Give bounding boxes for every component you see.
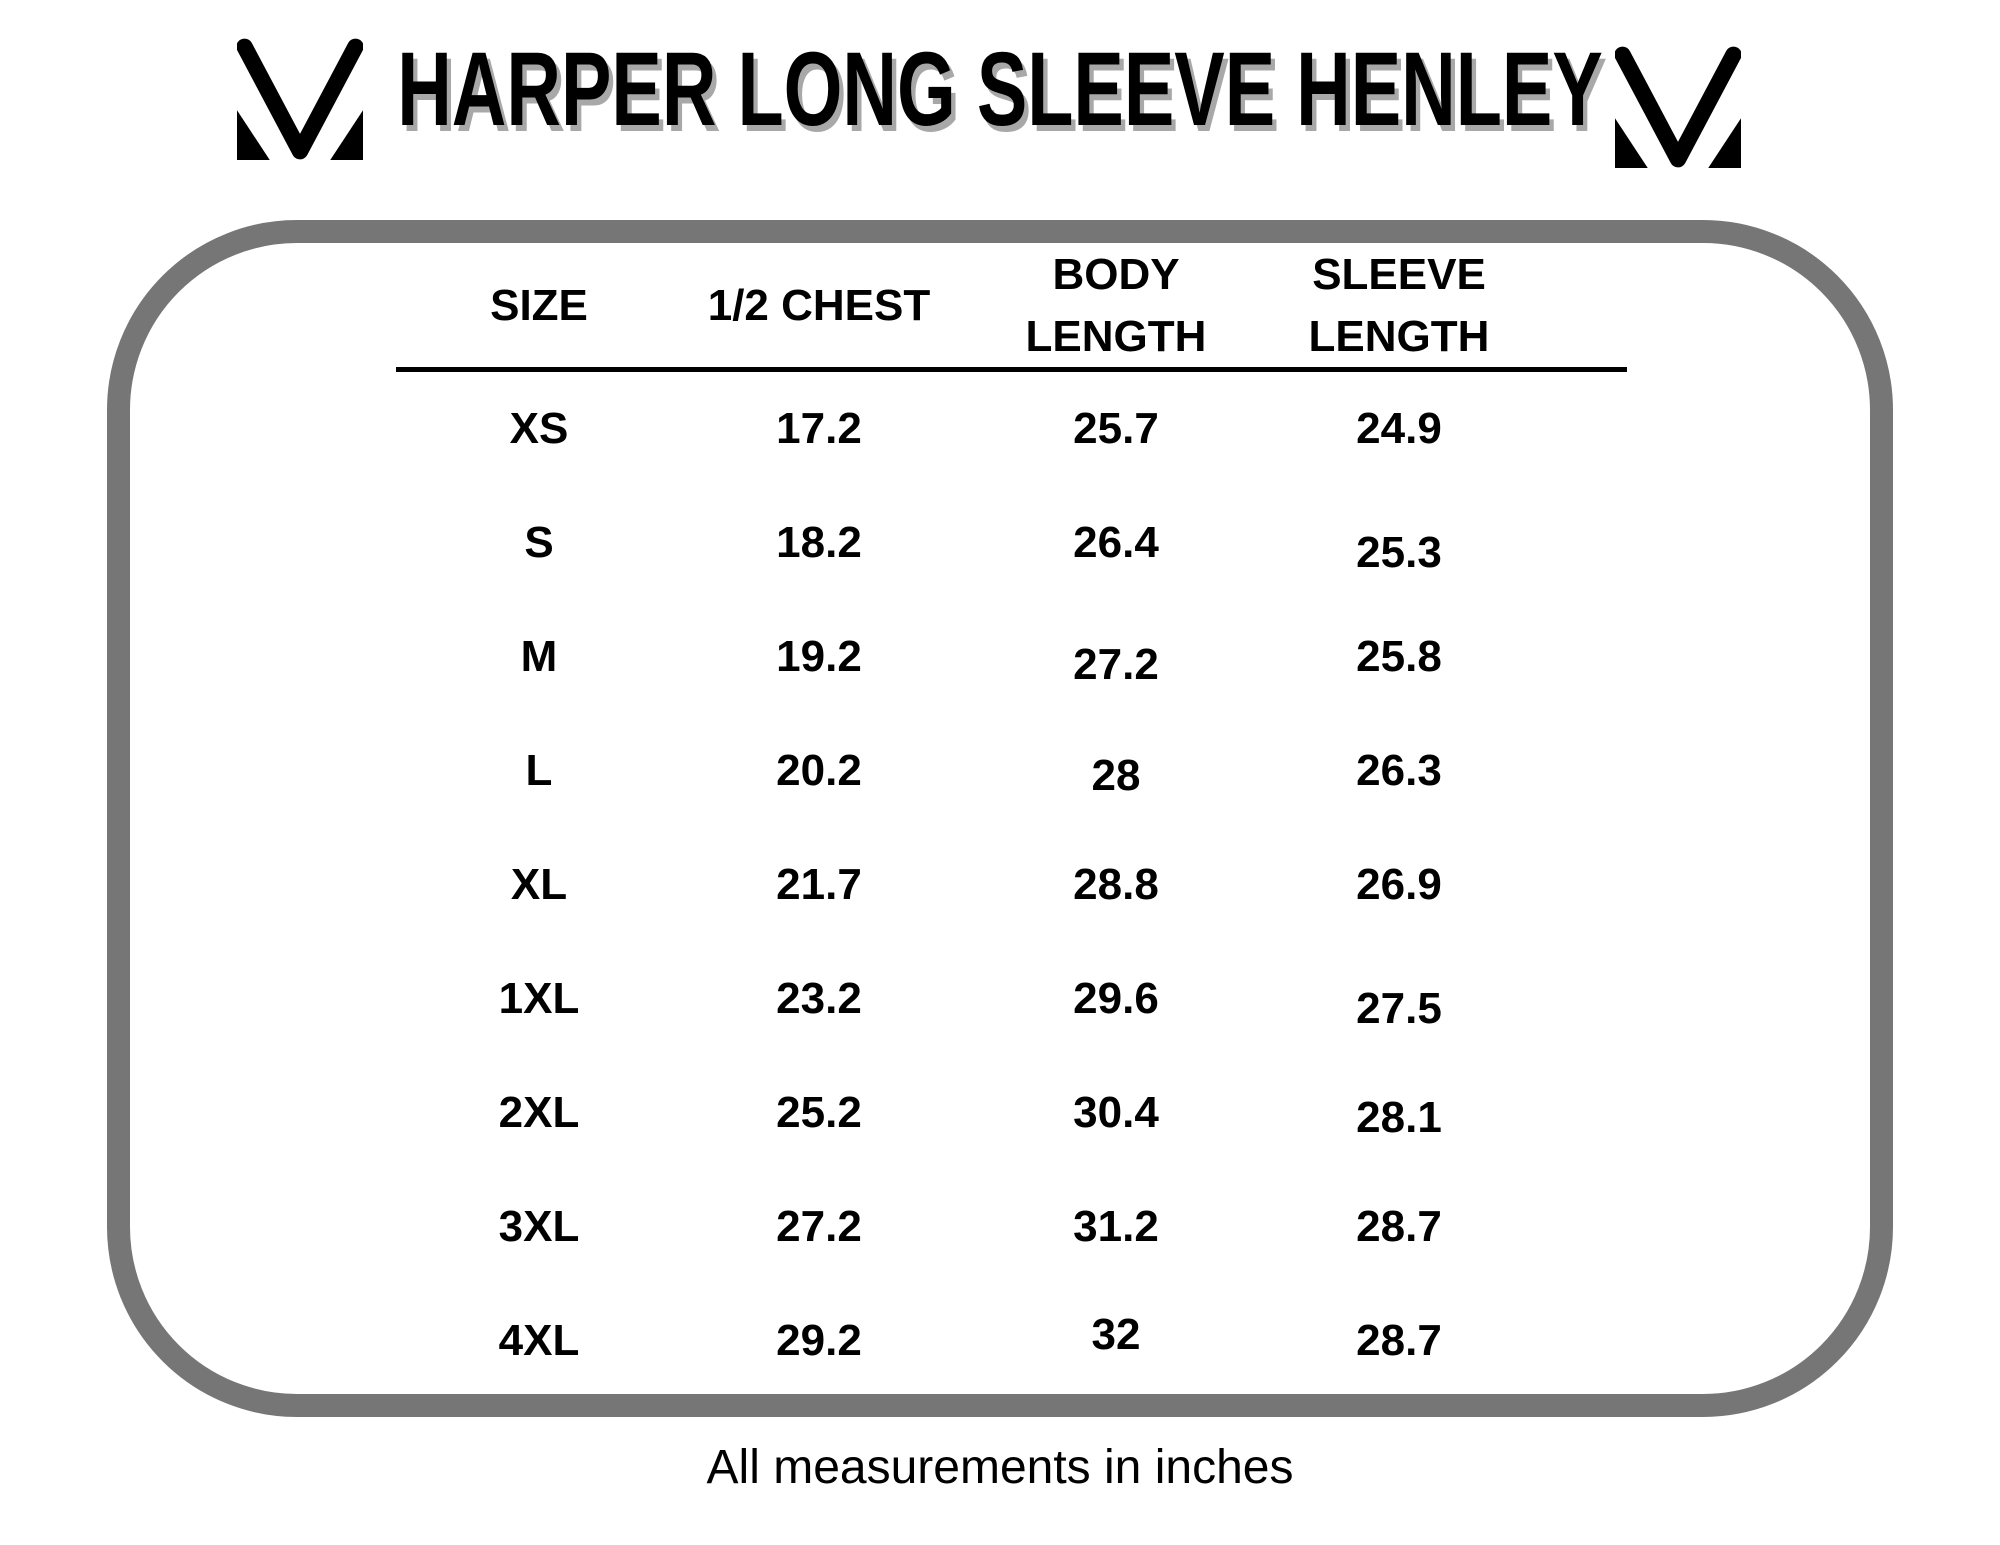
half-chest-cell: 18.2 [776, 518, 862, 567]
table-row: 2XL 25.2 30.4 28.1 [396, 1056, 1627, 1170]
body-length-cell: 30.4 [1073, 1088, 1159, 1137]
body-length-cell: 26.4 [1073, 518, 1159, 567]
sleeve-length-cell: 28.7 [1356, 1316, 1442, 1365]
column-header-sleeve-length: SLEEVE LENGTH [1308, 250, 1490, 362]
half-chest-cell: 19.2 [776, 632, 862, 681]
half-chest-cell: 29.2 [776, 1316, 862, 1365]
size-cell: XL [510, 860, 568, 909]
sleeve-length-cell: 27.5 [1356, 984, 1442, 1033]
measurement-units-note: All measurements in inches [706, 1441, 1294, 1494]
table-row: M 19.2 27.2 25.8 [396, 600, 1627, 714]
body-length-cell: 28 [1091, 751, 1141, 800]
half-chest-cell: 20.2 [776, 746, 862, 795]
mm-monogram-icon [1615, 46, 1741, 168]
sleeve-length-cell: 25.8 [1356, 632, 1442, 681]
half-chest-cell: 17.2 [776, 404, 862, 453]
body-length-cell: 27.2 [1073, 640, 1159, 689]
table-row: 3XL 27.2 31.2 28.7 [396, 1170, 1627, 1284]
size-cell: S [524, 518, 554, 567]
half-chest-cell: 27.2 [776, 1202, 862, 1251]
mm-monogram-icon [237, 38, 363, 160]
size-cell: M [520, 632, 558, 681]
table-row: L 20.2 28 26.3 [396, 714, 1627, 828]
sleeve-length-cell: 26.3 [1356, 746, 1442, 795]
size-cell: 2XL [498, 1088, 580, 1137]
body-length-cell: 29.6 [1073, 974, 1159, 1023]
table-row: XL 21.7 28.8 26.9 [396, 828, 1627, 942]
sleeve-length-cell: 28.1 [1356, 1093, 1442, 1142]
size-cell: 4XL [498, 1316, 580, 1365]
body-length-cell: 28.8 [1073, 860, 1159, 909]
size-cell: 3XL [498, 1202, 580, 1251]
page-title: HARPER LONG SLEEVE HENLEY [397, 31, 1603, 148]
size-cell: L [525, 746, 553, 795]
column-header-half-chest: 1/2 CHEST [707, 281, 931, 331]
sleeve-length-cell: 24.9 [1356, 404, 1442, 453]
half-chest-cell: 25.2 [776, 1088, 862, 1137]
sleeve-length-cell: 26.9 [1356, 860, 1442, 909]
body-length-cell: 31.2 [1073, 1202, 1159, 1251]
size-chart-frame [107, 220, 1893, 1417]
table-row: 4XL 29.2 32 28.7 [396, 1284, 1627, 1398]
size-cell: XS [509, 404, 569, 453]
sleeve-length-cell: 28.7 [1356, 1202, 1442, 1251]
table-row: S 18.2 26.4 25.3 [396, 486, 1627, 600]
column-header-size: SIZE [490, 281, 588, 331]
table-row: XS 17.2 25.7 24.9 [396, 372, 1627, 486]
table-header-row: SIZE 1/2 CHEST BODY LENGTH SLEEVE LENGTH [396, 244, 1627, 367]
sleeve-length-cell: 25.3 [1356, 528, 1442, 577]
body-length-cell: 32 [1091, 1310, 1141, 1359]
half-chest-cell: 23.2 [776, 974, 862, 1023]
size-cell: 1XL [498, 974, 580, 1023]
size-table-body: XS 17.2 25.7 24.9 S 18.2 26.4 25.3 M 19.… [396, 372, 1627, 1398]
header-divider [396, 367, 1627, 372]
body-length-cell: 25.7 [1073, 404, 1159, 453]
half-chest-cell: 21.7 [776, 860, 862, 909]
table-row: 1XL 23.2 29.6 27.5 [396, 942, 1627, 1056]
column-header-body-length: BODY LENGTH [1025, 250, 1207, 362]
